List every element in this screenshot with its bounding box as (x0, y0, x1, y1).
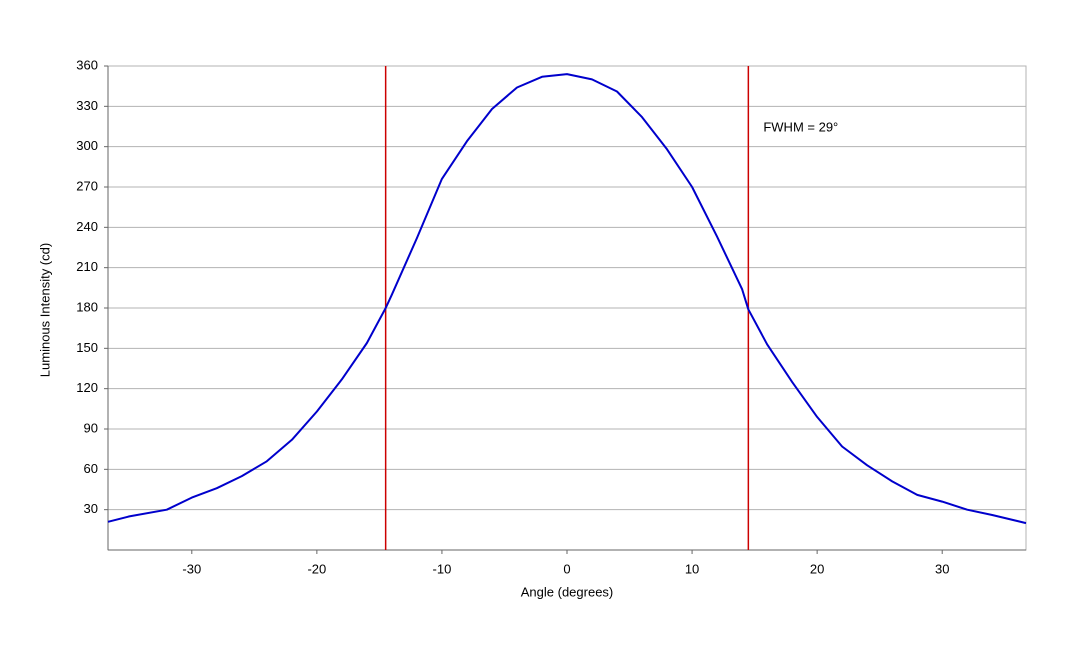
y-tick-label: 240 (76, 219, 98, 234)
annotation: FWHM = 29° (763, 119, 838, 134)
y-tick-label: 330 (76, 98, 98, 113)
y-tick-label: 60 (84, 461, 98, 476)
y-tick-label: 270 (76, 178, 98, 193)
y-tick-label: 150 (76, 340, 98, 355)
y-tick-label: 120 (76, 380, 98, 395)
y-axis-label: Luminous Intensity (cd) (37, 243, 52, 377)
data-line (107, 73, 1027, 525)
y-tick-label: 90 (84, 420, 98, 435)
x-tick-label: -20 (307, 561, 326, 576)
y-tick-label: 360 (76, 57, 98, 72)
x-tick-label: -30 (182, 561, 201, 576)
y-tick-label: 30 (84, 501, 98, 516)
x-tick-label: 0 (563, 561, 570, 576)
x-tick-label: -10 (433, 561, 452, 576)
y-tick-label: 300 (76, 138, 98, 153)
x-tick-label: 20 (810, 561, 824, 576)
x-tick-label: 10 (685, 561, 699, 576)
y-tick-label: 210 (76, 259, 98, 274)
x-tick-label: 30 (935, 561, 949, 576)
y-tick-label: 180 (76, 299, 98, 314)
x-axis-label: Angle (degrees) (521, 584, 614, 599)
